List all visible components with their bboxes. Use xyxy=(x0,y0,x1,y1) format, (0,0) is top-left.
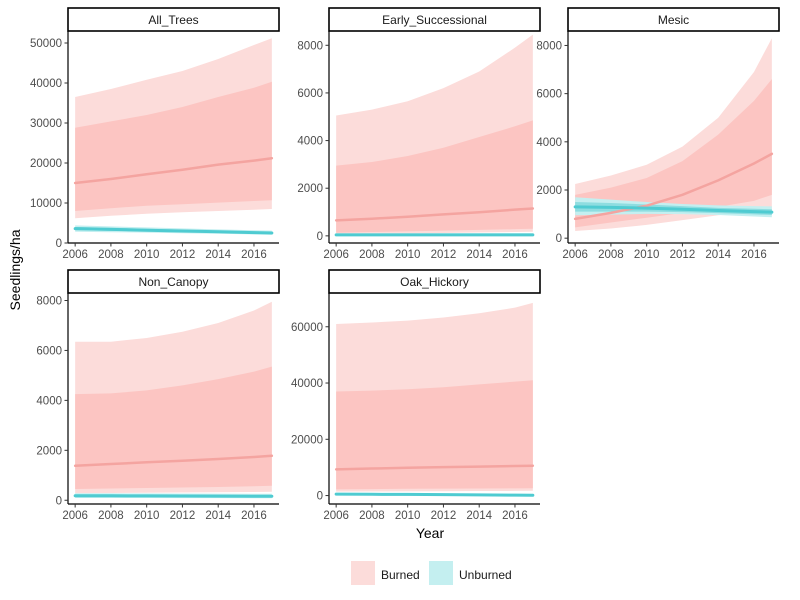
mean-line-Non_Canopy-Burned xyxy=(73,454,274,468)
x-tick-label-Non_Canopy: 2016 xyxy=(241,510,267,522)
x-tick-label-All_Trees: 2008 xyxy=(98,249,124,261)
x-tick-label-Early_Successional: 2012 xyxy=(431,249,457,261)
y-tick-label-Oak_Hickory: 40000 xyxy=(291,378,323,390)
panel-Non_Canopy: Non_Canopy 0 2000 4000 6000 8000 2006 2008 2010 2… xyxy=(36,269,280,522)
mean-line-Mesic-Burned xyxy=(573,152,774,221)
y-tick-label-Oak_Hickory: 0 xyxy=(317,491,323,503)
x-tick-label-Oak_Hickory: 2010 xyxy=(395,510,421,522)
y-tick-label-Mesic: 2000 xyxy=(536,185,562,197)
y-tick-label-All_Trees: 20000 xyxy=(30,158,62,170)
y-tick-label-Non_Canopy: 6000 xyxy=(36,345,62,357)
x-tick-label-All_Trees: 2012 xyxy=(170,249,196,261)
y-tick-label-Non_Canopy: 0 xyxy=(56,495,62,507)
x-tick-label-Mesic: 2016 xyxy=(741,249,767,261)
band-inner-All_Trees-Burned xyxy=(75,81,272,211)
y-tick-label-Non_Canopy: 8000 xyxy=(36,295,62,307)
y-tick-label-Early_Successional: 2000 xyxy=(297,183,323,195)
x-tick-label-All_Trees: 2006 xyxy=(62,249,88,261)
mean-line-Early_Successional-Burned xyxy=(334,207,535,222)
strip-All_Trees xyxy=(67,7,280,32)
plot-area-Early_Successional xyxy=(334,34,535,237)
x-tick-label-Non_Canopy: 2010 xyxy=(134,510,160,522)
y-tick-label-All_Trees: 0 xyxy=(56,238,62,250)
legend-label-unburned: Unburned xyxy=(459,568,512,582)
plot-area-All_Trees xyxy=(73,38,274,235)
x-tick-label-Non_Canopy: 2006 xyxy=(62,510,88,522)
mean-line-Mesic-Unburned xyxy=(573,205,774,214)
x-tick-label-Mesic: 2014 xyxy=(705,249,731,261)
strip-label-Oak_Hickory: Oak_Hickory xyxy=(400,275,469,289)
panel-Oak_Hickory: Oak_Hickory 0 20000 40000 60000 2006 2008 2010 2… xyxy=(291,269,541,522)
x-tick-label-Mesic: 2010 xyxy=(634,249,660,261)
y-tick-label-Mesic: 6000 xyxy=(536,89,562,101)
strip-label-Non_Canopy: Non_Canopy xyxy=(138,275,208,289)
x-tick-label-All_Trees: 2014 xyxy=(205,249,231,261)
mean-line-Oak_Hickory-Unburned xyxy=(334,492,535,497)
y-tick-label-Early_Successional: 4000 xyxy=(297,136,323,148)
y-tick-label-Early_Successional: 0 xyxy=(317,231,323,243)
x-tick-label-Early_Successional: 2006 xyxy=(323,249,349,261)
x-tick-label-Oak_Hickory: 2006 xyxy=(323,510,349,522)
y-tick-label-All_Trees: 10000 xyxy=(30,198,62,210)
x-tick-label-Non_Canopy: 2012 xyxy=(170,510,196,522)
x-tick-label-Mesic: 2008 xyxy=(598,249,624,261)
legend: Burned Unburned xyxy=(351,561,512,585)
strip-label-All_Trees: All_Trees xyxy=(148,13,198,27)
x-tick-label-Oak_Hickory: 2016 xyxy=(502,510,528,522)
x-tick-label-Early_Successional: 2010 xyxy=(395,249,421,261)
x-tick-label-Oak_Hickory: 2012 xyxy=(431,510,457,522)
panel-All_Trees: All_Trees 0 10000 20000 30000 40000 50000 2006 2… xyxy=(30,7,280,261)
x-tick-label-Oak_Hickory: 2014 xyxy=(466,510,492,522)
plot-area-Non_Canopy xyxy=(73,301,274,499)
x-tick-label-Mesic: 2006 xyxy=(562,249,588,261)
strip-label-Early_Successional: Early_Successional xyxy=(382,13,487,27)
y-tick-label-Mesic: 4000 xyxy=(536,137,562,149)
y-tick-label-Mesic: 0 xyxy=(556,233,562,245)
y-tick-label-All_Trees: 30000 xyxy=(30,118,62,130)
mean-line-Oak_Hickory-Burned xyxy=(334,464,535,471)
y-tick-label-Early_Successional: 6000 xyxy=(297,88,323,100)
strip-Early_Successional xyxy=(328,7,541,32)
strip-Non_Canopy xyxy=(67,269,280,294)
x-tick-label-Early_Successional: 2008 xyxy=(359,249,385,261)
y-axis-title: Seedlings/ha xyxy=(7,229,23,310)
x-tick-label-Mesic: 2012 xyxy=(670,249,696,261)
band-inner-Oak_Hickory-Burned xyxy=(336,380,533,490)
x-tick-label-All_Trees: 2016 xyxy=(241,249,267,261)
legend-key-unburned xyxy=(429,561,453,585)
mean-line-All_Trees-Unburned xyxy=(73,227,274,235)
x-tick-label-Oak_Hickory: 2008 xyxy=(359,510,385,522)
x-axis-title: Year xyxy=(416,525,445,541)
y-tick-label-All_Trees: 40000 xyxy=(30,78,62,90)
y-tick-label-Oak_Hickory: 20000 xyxy=(291,434,323,446)
y-tick-label-Mesic: 8000 xyxy=(536,40,562,52)
strip-label-Mesic: Mesic xyxy=(658,13,689,27)
plot-area-Mesic xyxy=(573,38,774,231)
y-tick-label-Non_Canopy: 4000 xyxy=(36,395,62,407)
y-tick-label-All_Trees: 50000 xyxy=(30,38,62,50)
y-tick-label-Non_Canopy: 2000 xyxy=(36,445,62,457)
x-tick-label-Early_Successional: 2016 xyxy=(502,249,528,261)
panel-Mesic: Mesic 0 2000 4000 6000 8000 2006 2008 2010 2012 20… xyxy=(536,7,780,261)
x-tick-label-Non_Canopy: 2014 xyxy=(205,510,231,522)
strip-Mesic xyxy=(567,7,780,32)
band-inner-Early_Successional-Burned xyxy=(336,120,533,233)
legend-key-burned xyxy=(351,561,375,585)
y-tick-label-Oak_Hickory: 60000 xyxy=(291,322,323,334)
panel-Early_Successional: Early_Successional 0 2000 4000 6000 8000 2006 2… xyxy=(297,7,541,261)
y-tick-label-Early_Successional: 8000 xyxy=(297,40,323,52)
plot-area-Oak_Hickory xyxy=(334,302,535,497)
x-tick-label-Early_Successional: 2014 xyxy=(466,249,492,261)
legend-label-burned: Burned xyxy=(381,568,420,582)
strip-Oak_Hickory xyxy=(328,269,541,294)
band-inner-Mesic-Burned xyxy=(575,79,772,228)
x-tick-label-Non_Canopy: 2008 xyxy=(98,510,124,522)
x-tick-label-All_Trees: 2010 xyxy=(134,249,160,261)
mean-line-All_Trees-Burned xyxy=(73,156,274,185)
